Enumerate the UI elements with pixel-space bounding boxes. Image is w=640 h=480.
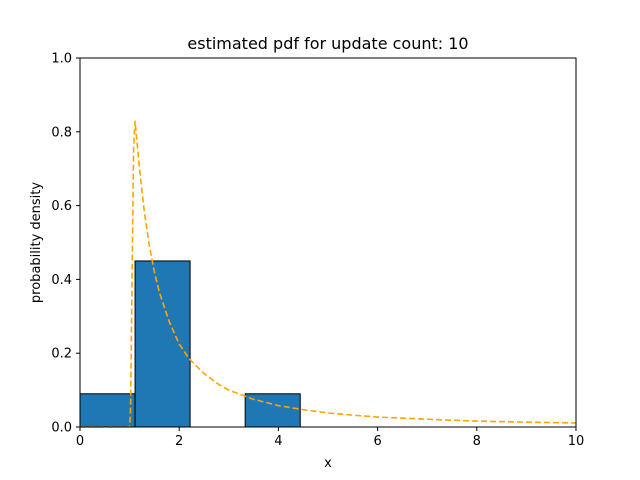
y-axis-label: probability density [29, 182, 44, 303]
y-tick-label: 0.0 [51, 421, 72, 436]
x-tick-label: 8 [473, 434, 481, 449]
y-tick-label: 1.0 [51, 52, 72, 67]
x-tick-label: 2 [175, 434, 183, 449]
histogram-bars [79, 260, 301, 428]
x-tick-label: 6 [373, 434, 381, 449]
x-tick-label: 10 [568, 434, 585, 449]
x-axis-label: x [324, 456, 332, 471]
y-tick-label: 0.8 [51, 125, 72, 140]
x-axis-ticks: 0 2 4 6 8 10 [76, 427, 584, 449]
pdf-curve [80, 120, 577, 428]
x-tick-label: 4 [274, 434, 282, 449]
x-tick-label: 0 [76, 434, 84, 449]
y-tick-label: 0.4 [51, 273, 72, 288]
y-axis-ticks: 0.0 0.2 0.4 0.6 0.8 1.0 [51, 52, 80, 436]
y-tick-label: 0.2 [51, 347, 72, 362]
y-tick-label: 0.6 [51, 199, 72, 214]
plot-frame [79, 57, 577, 428]
chart-title: estimated pdf for update count: 10 [187, 34, 468, 53]
histogram-bar-1 [134, 260, 191, 428]
histogram-bar-0 [79, 393, 136, 428]
